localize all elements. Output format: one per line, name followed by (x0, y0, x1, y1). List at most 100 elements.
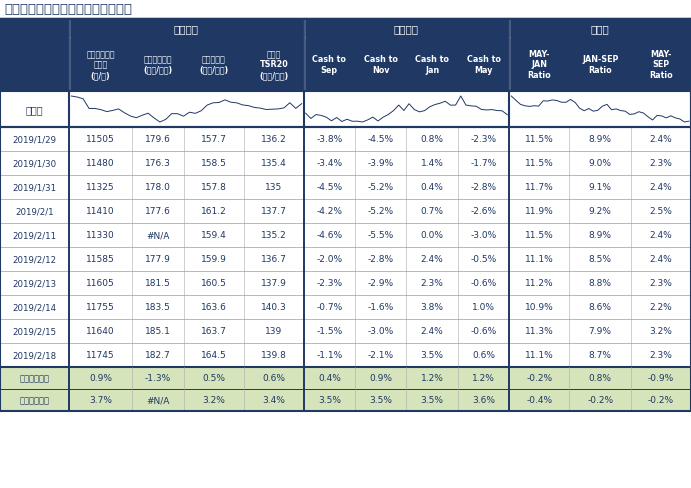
Text: -1.5%: -1.5% (316, 327, 343, 336)
Text: -0.2%: -0.2% (587, 396, 613, 405)
Text: -2.1%: -2.1% (368, 351, 394, 360)
Text: -2.9%: -2.9% (368, 279, 394, 288)
Text: 11.1%: 11.1% (524, 255, 553, 264)
Text: 3.4%: 3.4% (263, 396, 285, 405)
Text: 3.5%: 3.5% (318, 396, 341, 405)
Text: 3.5%: 3.5% (421, 396, 444, 405)
Text: -3.0%: -3.0% (471, 231, 497, 240)
Text: 11330: 11330 (86, 231, 115, 240)
Text: Cash to
Nov: Cash to Nov (364, 55, 398, 75)
Text: 182.7: 182.7 (145, 351, 171, 360)
Text: 迷你图: 迷你图 (26, 105, 44, 115)
Text: 2.5%: 2.5% (650, 207, 672, 216)
Text: -2.3%: -2.3% (471, 135, 497, 144)
Text: 2.3%: 2.3% (650, 351, 672, 360)
Bar (0, 224, 691, 247)
Text: 140.3: 140.3 (261, 303, 287, 312)
Text: 沪胶主力合约
结算价
(元/吨): 沪胶主力合约 结算价 (元/吨) (86, 50, 115, 80)
Text: 157.7: 157.7 (201, 135, 227, 144)
Bar (0, 176, 691, 200)
Text: #N/A: #N/A (146, 231, 169, 240)
Text: 2019/2/13: 2019/2/13 (12, 279, 57, 288)
Text: 2019/2/15: 2019/2/15 (12, 327, 57, 336)
Text: 177.6: 177.6 (145, 207, 171, 216)
Text: 0.5%: 0.5% (202, 374, 225, 383)
Bar (0, 200, 691, 224)
Text: -4.6%: -4.6% (316, 231, 343, 240)
Bar (0, 38, 691, 92)
Text: 2.4%: 2.4% (421, 255, 444, 264)
Text: 10.9%: 10.9% (524, 303, 553, 312)
Text: 0.8%: 0.8% (589, 374, 612, 383)
Text: 11.3%: 11.3% (524, 327, 553, 336)
Text: 2019/2/18: 2019/2/18 (12, 351, 57, 360)
Text: 7.9%: 7.9% (589, 327, 612, 336)
Text: 8.6%: 8.6% (589, 303, 612, 312)
Text: 0.4%: 0.4% (421, 183, 444, 192)
Text: 3.2%: 3.2% (202, 396, 225, 405)
Text: 135.4: 135.4 (261, 159, 287, 168)
Text: 136.7: 136.7 (261, 255, 287, 264)
Text: 9.1%: 9.1% (589, 183, 612, 192)
Text: MAY-
SEP
Ratio: MAY- SEP Ratio (650, 50, 673, 80)
Text: 177.9: 177.9 (145, 255, 171, 264)
Bar (0, 128, 691, 152)
Text: 163.6: 163.6 (201, 303, 227, 312)
Text: Cash to
May: Cash to May (466, 55, 500, 75)
Text: -0.7%: -0.7% (316, 303, 343, 312)
Bar (0, 367, 691, 389)
Text: 135.2: 135.2 (261, 231, 287, 240)
Text: -0.9%: -0.9% (648, 374, 674, 383)
Text: -4.5%: -4.5% (368, 135, 394, 144)
Text: 期货价格: 期货价格 (174, 24, 199, 34)
Text: -0.4%: -0.4% (526, 396, 552, 405)
Text: 135: 135 (265, 183, 283, 192)
Text: 181.5: 181.5 (145, 279, 171, 288)
Text: -1.3%: -1.3% (144, 374, 171, 383)
Text: -0.5%: -0.5% (471, 255, 497, 264)
Text: -3.8%: -3.8% (316, 135, 343, 144)
Text: 新加坡
TSR20
(美分/公斤): 新加坡 TSR20 (美分/公斤) (259, 50, 288, 80)
Text: -1.1%: -1.1% (316, 351, 343, 360)
Text: 11.5%: 11.5% (524, 231, 553, 240)
Text: 2019/1/29: 2019/1/29 (12, 135, 57, 144)
Text: #N/A: #N/A (146, 396, 169, 405)
Text: -4.5%: -4.5% (316, 183, 343, 192)
Text: 期现收益: 期现收益 (394, 24, 419, 34)
Text: 11410: 11410 (86, 207, 115, 216)
Text: 11.1%: 11.1% (524, 351, 553, 360)
Text: 0.9%: 0.9% (89, 374, 112, 383)
Text: -2.8%: -2.8% (471, 183, 497, 192)
Text: 139.8: 139.8 (261, 351, 287, 360)
Text: 2.4%: 2.4% (650, 135, 672, 144)
Text: 9.0%: 9.0% (589, 159, 612, 168)
Text: 2.4%: 2.4% (650, 255, 672, 264)
Text: 0.6%: 0.6% (472, 351, 495, 360)
Text: 2.4%: 2.4% (650, 183, 672, 192)
Text: 2019/2/11: 2019/2/11 (12, 231, 57, 240)
Text: 185.1: 185.1 (145, 327, 171, 336)
Text: 3.5%: 3.5% (421, 351, 444, 360)
Text: -1.7%: -1.7% (471, 159, 497, 168)
Text: 11480: 11480 (86, 159, 115, 168)
Text: -0.2%: -0.2% (648, 396, 674, 405)
Bar (0, 343, 691, 367)
Text: 11.7%: 11.7% (524, 183, 553, 192)
Text: MAY-
JAN
Ratio: MAY- JAN Ratio (527, 50, 551, 80)
Bar (0, 319, 691, 343)
Text: 1.2%: 1.2% (421, 374, 444, 383)
Text: 179.6: 179.6 (145, 135, 171, 144)
Text: 8.9%: 8.9% (589, 231, 612, 240)
Text: 183.5: 183.5 (145, 303, 171, 312)
Text: Cash to
Sep: Cash to Sep (312, 55, 346, 75)
Text: 159.4: 159.4 (201, 231, 227, 240)
Text: 0.7%: 0.7% (421, 207, 444, 216)
Text: 161.2: 161.2 (201, 207, 227, 216)
Text: -3.0%: -3.0% (368, 327, 394, 336)
Text: 新加坡烟三
(美分/公斤): 新加坡烟三 (美分/公斤) (200, 55, 229, 75)
Text: 2.4%: 2.4% (421, 327, 444, 336)
Text: 163.7: 163.7 (201, 327, 227, 336)
Text: 11605: 11605 (86, 279, 115, 288)
Text: 0.8%: 0.8% (421, 135, 444, 144)
Text: 11755: 11755 (86, 303, 115, 312)
